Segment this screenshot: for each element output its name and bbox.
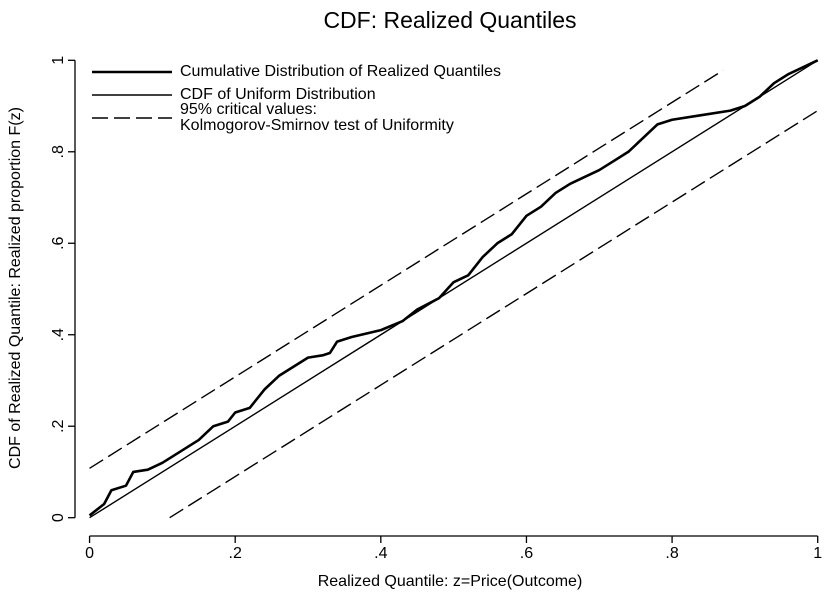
x-axis-title: Realized Quantile: z=Price(Outcome): [318, 573, 583, 590]
y-tick-label: 1: [50, 56, 67, 65]
y-tick-label: .2: [50, 419, 67, 432]
legend-label: CDF of Uniform Distribution: [180, 86, 376, 103]
y-tick-label: .4: [50, 328, 67, 341]
series-line: [89, 69, 819, 519]
x-tick-label: 0: [85, 545, 94, 562]
chart-title: CDF: Realized Quantiles: [323, 7, 576, 33]
legend-label: Cumulative Distribution of Realized Quan…: [180, 63, 501, 80]
x-tick-label: .6: [520, 545, 533, 562]
legend-label: 95% critical values: Kolmogorov-Smirnov t…: [180, 101, 454, 134]
x-tick-label: .4: [374, 545, 387, 562]
x-tick-label: 1: [813, 545, 822, 562]
y-tick-label: .6: [50, 236, 67, 249]
x-tick-label: .2: [229, 545, 242, 562]
y-tick-label: .8: [50, 145, 67, 158]
y-axis-title: CDF of Realized Quantile: Realized propo…: [7, 107, 24, 469]
y-tick-label: 0: [50, 513, 67, 522]
x-tick-label: .8: [665, 545, 678, 562]
series-line: [89, 59, 819, 519]
